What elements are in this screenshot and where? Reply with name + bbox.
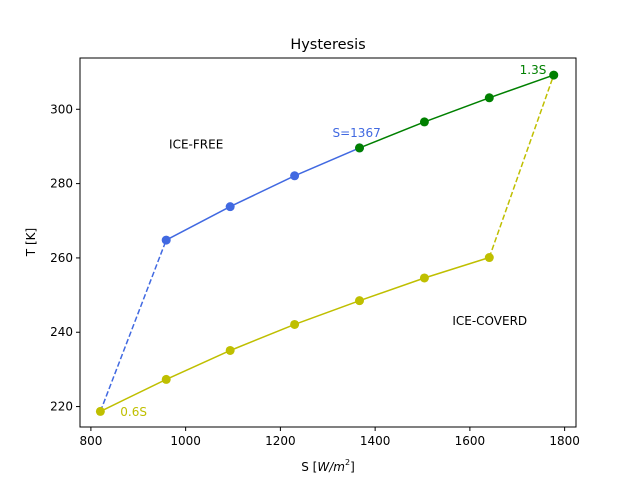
- x-axis-title-exponent: 2: [345, 458, 350, 467]
- chart-annotation: 0.6S: [120, 405, 147, 419]
- x-tick-label: 1600: [455, 434, 486, 448]
- x-axis-title-unit: W/m: [317, 460, 345, 474]
- series-line: [165, 147, 360, 241]
- data-point: [419, 117, 429, 127]
- y-tick-label: 300: [50, 102, 73, 116]
- data-point: [549, 70, 559, 80]
- data-point: [484, 93, 494, 103]
- data-point: [419, 273, 429, 283]
- plot-area: ICE-FREE ICE-COVERD S=1367 1.3S 0.6S: [95, 63, 559, 419]
- dashed-transition-line: [488, 74, 555, 258]
- dashed-transition-line: [99, 239, 167, 412]
- data-point: [290, 171, 300, 181]
- data-point: [161, 374, 171, 384]
- chart-annotation: S=1367: [333, 126, 381, 140]
- y-tick-label: 260: [50, 251, 73, 265]
- data-point: [95, 406, 105, 416]
- x-tick-label: 800: [79, 434, 102, 448]
- x-tick-label: 1000: [170, 434, 201, 448]
- data-point: [484, 253, 494, 263]
- x-axis: 800 1000 1200 1400 1600 1800: [79, 427, 580, 448]
- axes-frame: [79, 57, 577, 428]
- y-axis-title: T [K]: [24, 228, 38, 257]
- x-tick-label: 1400: [360, 434, 391, 448]
- data-point: [161, 235, 171, 245]
- data-point: [355, 296, 365, 306]
- chart-annotation: ICE-FREE: [169, 137, 223, 151]
- data-point: [225, 345, 235, 355]
- y-tick-label: 220: [50, 400, 73, 414]
- data-point: [290, 319, 300, 329]
- chart-title: Hysteresis: [290, 37, 365, 53]
- series-line: [359, 74, 554, 149]
- data-point: [225, 202, 235, 212]
- y-axis: 220 240 260 280 300: [50, 102, 80, 414]
- y-tick-label: 240: [50, 325, 73, 339]
- x-axis-title: S [W/m2]: [301, 458, 355, 474]
- chart-annotation: 1.3S: [520, 63, 547, 77]
- y-tick-label: 280: [50, 177, 73, 191]
- x-axis-title-close: ]: [350, 460, 355, 474]
- chart-annotation: ICE-COVERD: [452, 314, 527, 328]
- x-axis-title-text: S [: [301, 460, 317, 474]
- x-tick-label: 1200: [265, 434, 296, 448]
- data-point: [355, 143, 365, 153]
- x-tick-label: 1800: [549, 434, 580, 448]
